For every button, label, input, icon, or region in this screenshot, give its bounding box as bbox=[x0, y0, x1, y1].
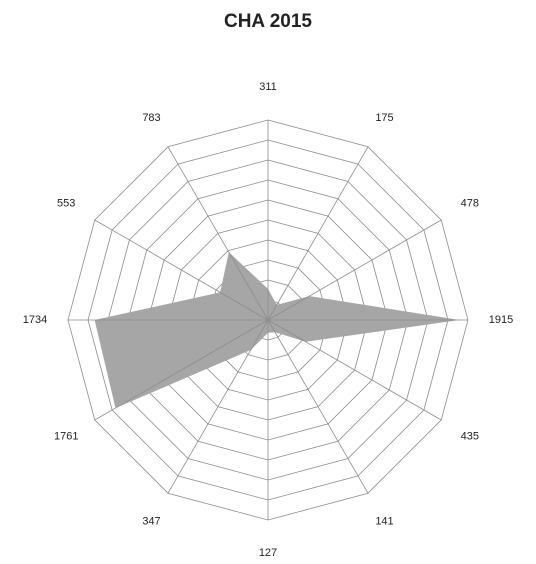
spoke bbox=[267, 319, 442, 421]
category-label: 1915 bbox=[489, 314, 513, 326]
spoke bbox=[267, 146, 369, 321]
spoke bbox=[94, 319, 269, 421]
radar-area bbox=[94, 252, 460, 409]
category-label: 141 bbox=[375, 516, 393, 528]
spoke bbox=[267, 319, 369, 494]
spoke bbox=[167, 319, 269, 494]
category-label: 435 bbox=[461, 430, 479, 442]
spoke bbox=[267, 219, 442, 321]
spoke bbox=[94, 219, 269, 321]
category-label: 553 bbox=[57, 197, 75, 209]
category-label: 1761 bbox=[54, 430, 78, 442]
category-label: 127 bbox=[259, 547, 277, 559]
category-label: 478 bbox=[461, 197, 479, 209]
chart-title: CHA 2015 bbox=[224, 11, 312, 32]
category-label: 783 bbox=[142, 112, 160, 124]
spoke bbox=[167, 146, 269, 321]
category-label: 1734 bbox=[23, 314, 47, 326]
category-label: 175 bbox=[375, 112, 393, 124]
category-label: 311 bbox=[259, 81, 277, 93]
category-label: 347 bbox=[142, 516, 160, 528]
